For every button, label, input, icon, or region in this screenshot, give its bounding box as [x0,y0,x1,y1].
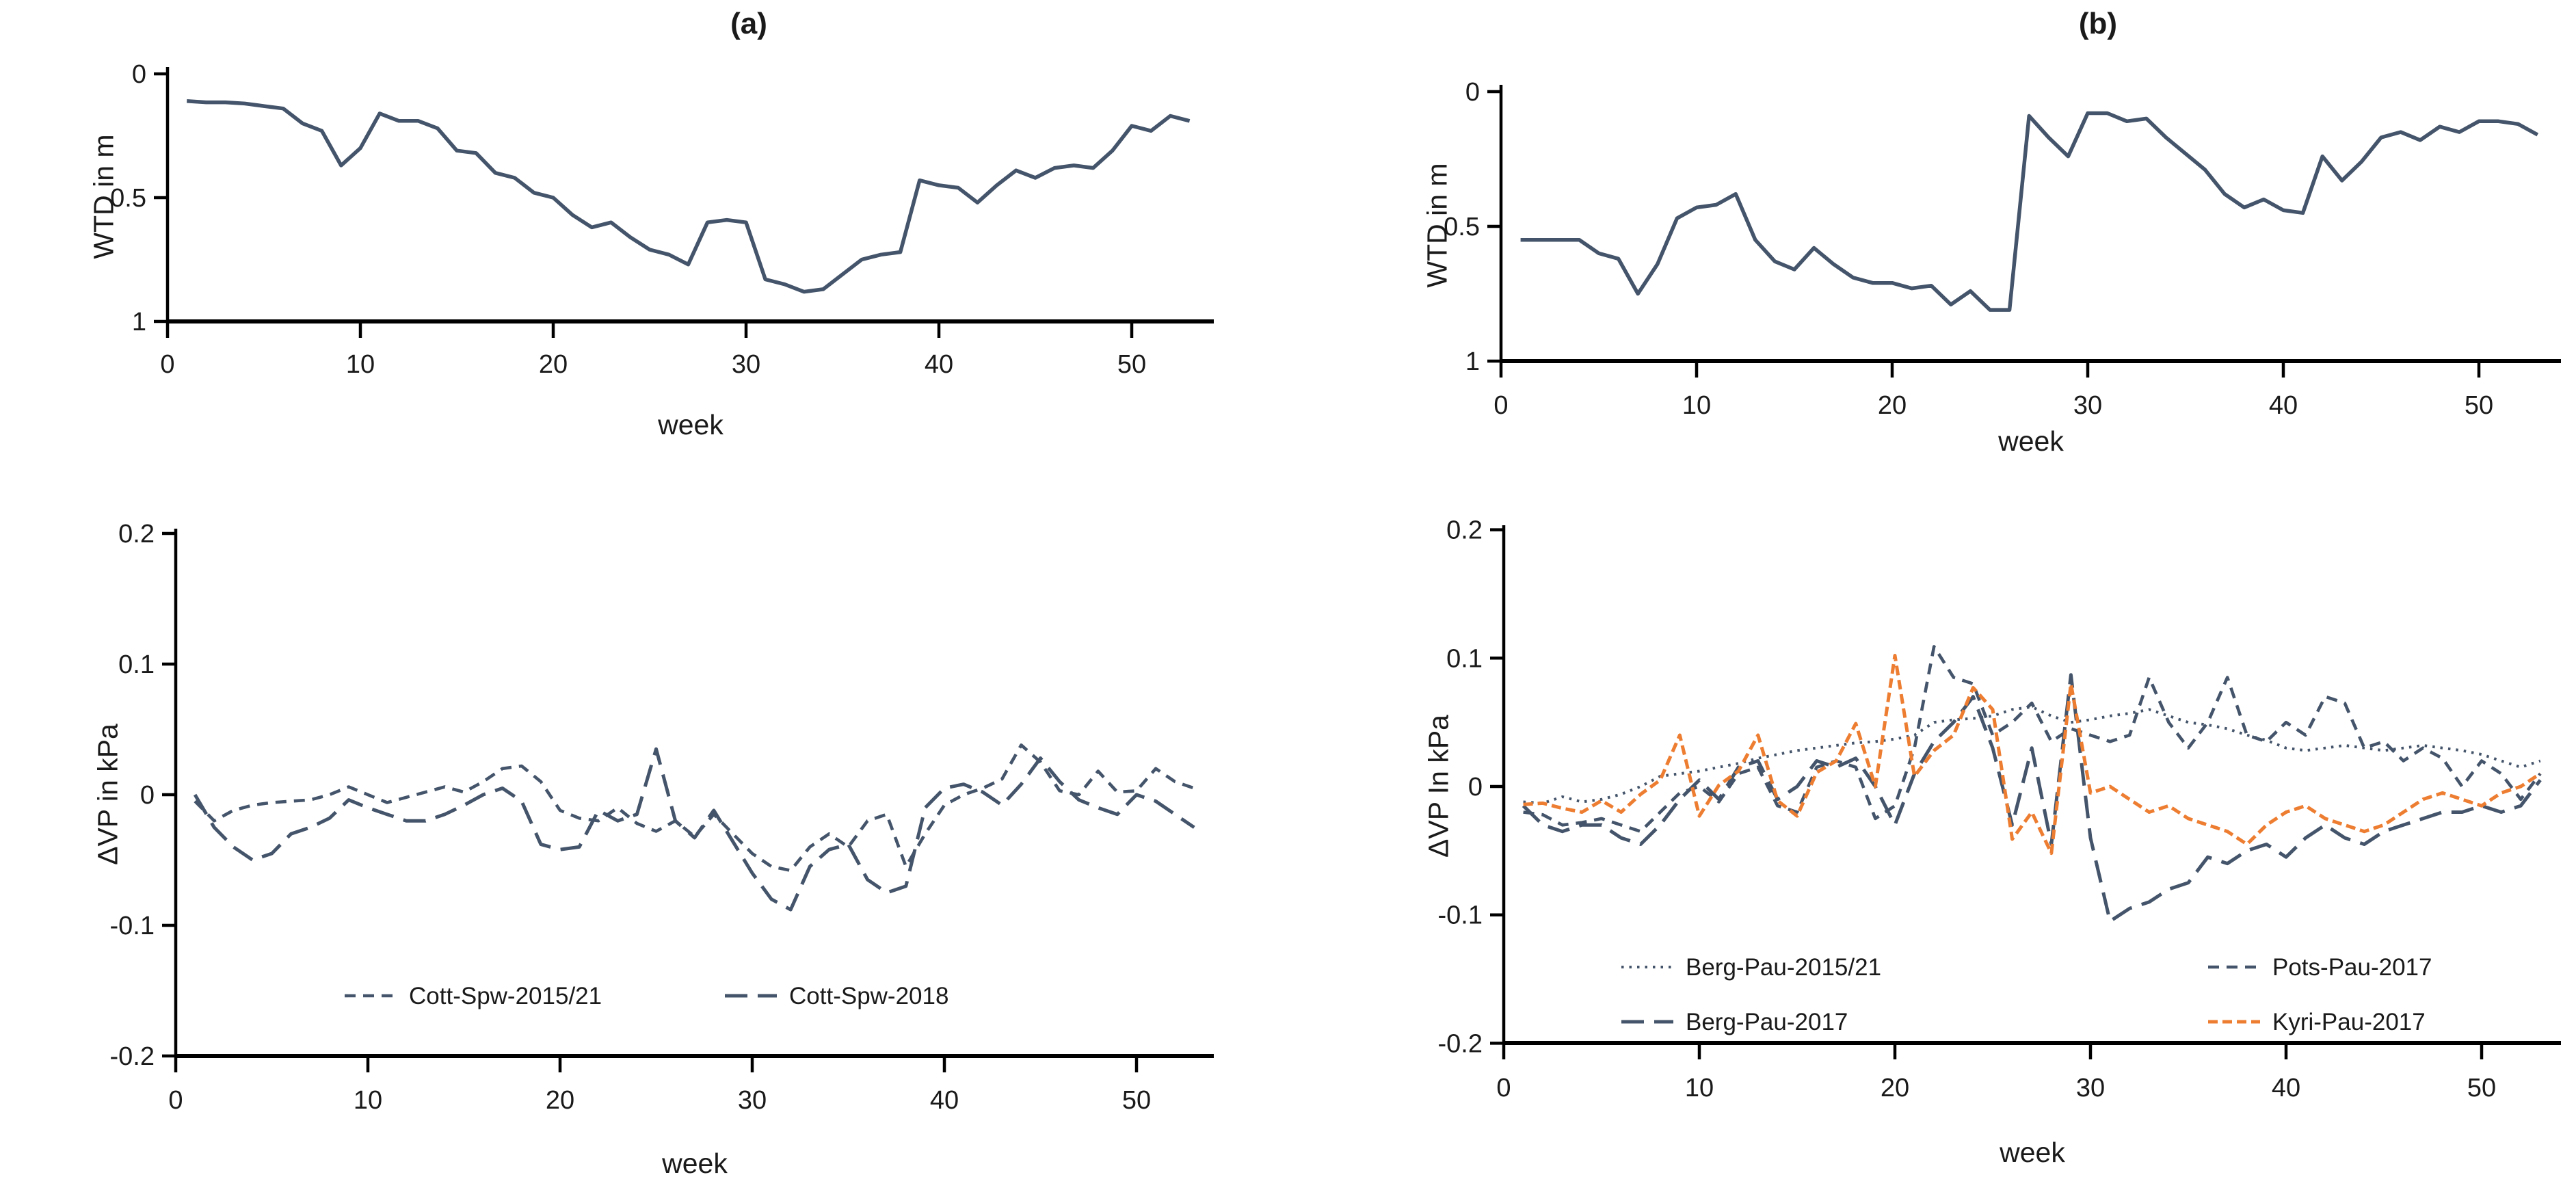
y-tick-label: 0.2 [1446,516,1483,545]
legend-label-kyri-pau-2017: Kyri-Pau-2017 [2272,1009,2426,1035]
y-tick-label: 0.5 [110,184,146,213]
legend-label-cott-spw-2015-21: Cott-Spw-2015/21 [409,983,602,1009]
chart-dvp-a: 0.2 0.1 0 -0.1 -0.2 0 10 20 30 40 50 Cott-Spw-2015/… [110,520,1214,1115]
x-tick-label: 40 [2272,1074,2300,1102]
x-tick-label: 20 [539,350,568,379]
series-line-berg-pau-2015-21 [1523,705,2541,805]
x-tick-label: 50 [1122,1086,1151,1115]
series-line-cott-spw-2015-21 [194,743,1195,873]
series-line-cott-spw-2018 [193,747,1195,912]
chart-dvp-b: 0.2 0.1 0 -0.1 -0.2 0 10 20 30 40 50 Berg-Pau-2015/… [1438,516,2561,1102]
y-tick-label: 0.1 [1446,644,1483,673]
x-tick-label: 30 [2076,1074,2105,1102]
y-tick-label: 0 [1465,78,1480,107]
x-axis-title-wtd-b: week [1998,425,2064,457]
y-tick-label: -0.2 [1438,1029,1483,1058]
x-tick-label: 50 [1117,350,1146,379]
y-tick-label: -0.1 [110,912,155,940]
y-tick-label: 0 [1468,773,1483,802]
x-tick-label: 10 [354,1086,382,1115]
x-tick-label: 40 [930,1086,959,1115]
x-tick-label: 50 [2467,1074,2496,1102]
x-tick-label: 0 [1493,391,1508,420]
x-tick-label: 20 [546,1086,574,1115]
chart-wtd-b: 00.510 10 20 30 40 50 [1444,78,2561,420]
y-axis-title-dvp-a: ΔVP in kPa [92,724,124,865]
x-tick-label: 10 [1682,391,1711,420]
x-tick-label: 40 [925,350,953,379]
x-tick-label: 30 [2073,391,2102,420]
y-tick-label: 0.2 [118,520,155,548]
series-line-wtd [1520,111,2539,312]
x-axis-title-wtd-a: week [658,409,723,440]
series-line-kyri-pau-2017 [1523,654,2542,856]
panel-a-title: (a) [730,7,767,40]
x-tick-label: 0 [1496,1074,1511,1102]
y-tick-label: 0 [140,781,155,810]
x-tick-label: 0 [160,350,174,379]
x-tick-label: 10 [1685,1074,1714,1102]
x-axis-title-dvp-b: week [2000,1137,2065,1168]
series-line-wtd [187,99,1191,294]
legend-label-berg-pau-2017: Berg-Pau-2017 [1686,1009,1848,1035]
y-tick-label: 0 [132,60,146,89]
x-tick-label: 30 [738,1086,767,1115]
legend-label-berg-pau-2015-21: Berg-Pau-2015/21 [1686,954,1881,981]
y-tick-label: 1 [1465,347,1480,376]
y-axis-title-dvp-b: ΔVP In kPa [1422,715,1455,858]
y-tick-label: 0.1 [118,650,155,679]
x-axis-title-dvp-a: week [662,1148,728,1179]
y-axis-title-wtd-b: WTD in m [1421,163,1453,288]
y-axis-title-wtd-a: WTD in m [88,134,120,259]
y-tick-label: 0.5 [1444,213,1480,241]
y-tick-label: -0.2 [110,1042,155,1071]
x-tick-label: 30 [732,350,760,379]
chart-wtd-a: 00.510 10 20 30 40 50 [110,60,1214,379]
x-tick-label: 20 [1881,1074,1909,1102]
legend-label-pots-pau-2017: Pots-Pau-2017 [2272,954,2432,981]
legend-label-cott-spw-2018: Cott-Spw-2018 [789,983,948,1009]
y-tick-label: -0.1 [1438,901,1483,930]
x-tick-label: 0 [168,1086,183,1115]
panel-b-title: (b) [2078,7,2118,40]
y-tick-label: 1 [132,308,146,336]
x-tick-label: 40 [2269,391,2298,420]
x-tick-label: 10 [346,350,375,379]
series-line-berg-pau-2017 [1522,673,2542,923]
x-tick-label: 50 [2465,391,2493,420]
x-tick-label: 20 [1878,391,1907,420]
